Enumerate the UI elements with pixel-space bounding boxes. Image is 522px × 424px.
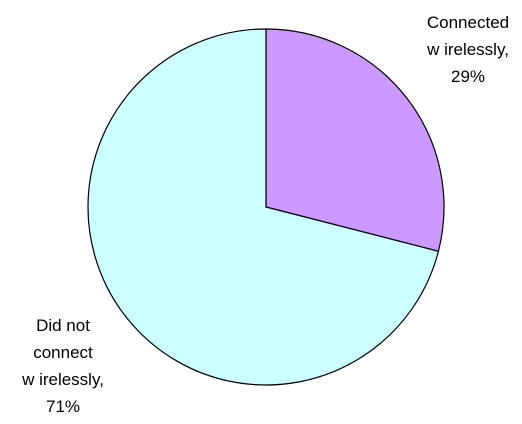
pie-slice-label-line: 71% — [46, 397, 80, 416]
pie-slice-label-line: Connected — [427, 13, 509, 32]
pie-slices — [87, 28, 445, 386]
pie-labels: Connected w irelessly, 29% Did not connect w … — [21, 13, 509, 416]
pie-slice-label-1: Connected w irelessly, 29% — [426, 13, 509, 86]
pie-slice-label-line: 29% — [451, 67, 485, 86]
pie-slice-1 — [265, 28, 445, 253]
pie-slice-2 — [87, 28, 440, 386]
pie-slice-label-line: w irelessly, — [21, 370, 104, 389]
pie-slice-label-2: Did not connect w irelessly, 71% — [21, 316, 104, 416]
pie-slice-label-line: w irelessly, — [426, 40, 509, 59]
pie-slice-label-line: connect — [33, 343, 93, 362]
pie-slice-label-line: Did not — [36, 316, 90, 335]
